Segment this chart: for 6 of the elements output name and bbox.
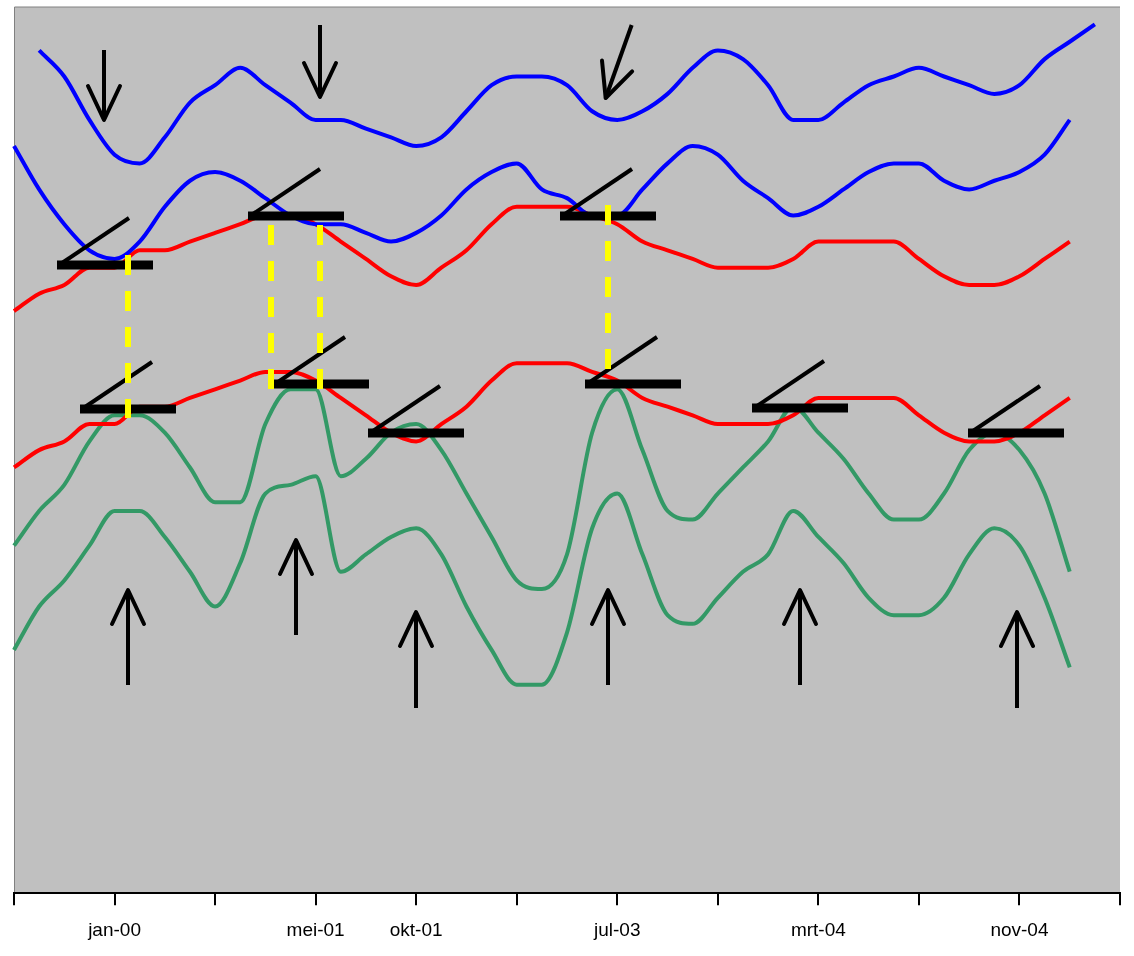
x-tick-label: nov-04: [990, 918, 1049, 940]
x-tick-label: okt-01: [389, 918, 443, 940]
x-tick-label: jul-03: [593, 918, 641, 940]
x-tick-label: mei-01: [286, 918, 345, 940]
x-tick-label: jan-00: [87, 918, 141, 940]
x-tick-label: mrt-04: [790, 918, 847, 940]
